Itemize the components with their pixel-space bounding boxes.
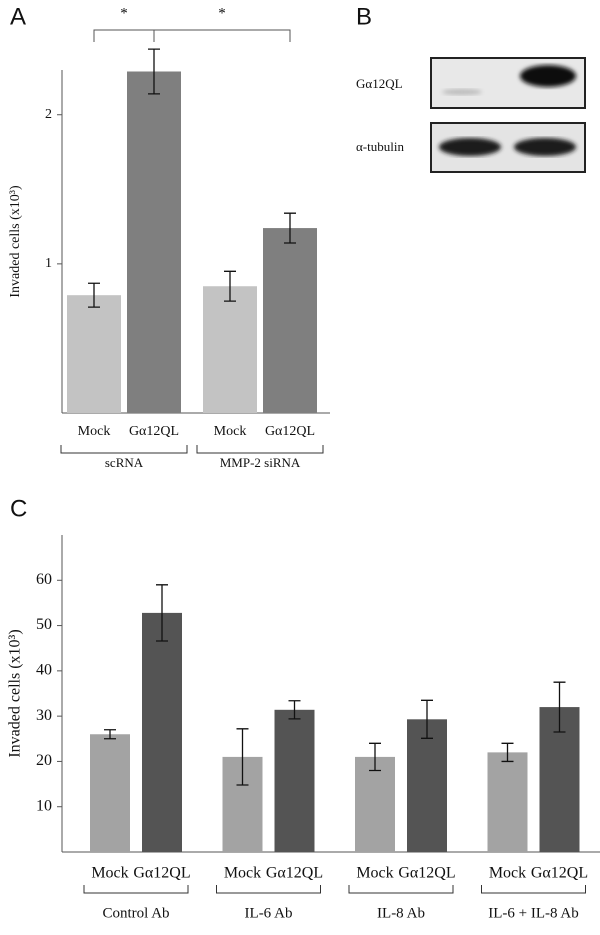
x-tick-label: Mock xyxy=(356,865,393,882)
error-bar xyxy=(553,681,566,733)
x-tick-label: Mock xyxy=(91,865,128,882)
group-label: IL-8 Ab xyxy=(377,905,425,921)
bar xyxy=(274,709,315,852)
significance-label: * xyxy=(218,5,226,21)
x-tick-label: Mock xyxy=(489,865,526,882)
error-bar xyxy=(156,584,168,642)
significance-bracket xyxy=(93,29,155,42)
panel-label: B xyxy=(356,3,372,30)
x-tick-label: Gα12QL xyxy=(398,865,455,882)
error-bar xyxy=(288,700,301,720)
y-axis-label: Invaded cells (x10³) xyxy=(8,185,23,298)
x-tick-label: Gα12QL xyxy=(531,865,588,882)
significance-bracket xyxy=(153,29,291,42)
bar xyxy=(67,295,121,413)
group-bracket xyxy=(60,445,188,454)
y-tick-label: 2 xyxy=(45,107,52,122)
group-label: IL-6 Ab xyxy=(245,905,293,921)
group-label: MMP-2 siRNA xyxy=(220,455,301,470)
group-bracket xyxy=(196,445,324,454)
group-bracket xyxy=(348,885,454,894)
blot-band xyxy=(442,89,482,95)
error-bar xyxy=(88,282,100,308)
group-label: IL-6 + IL-8 Ab xyxy=(488,905,579,921)
error-bar xyxy=(104,729,116,740)
blot-band xyxy=(439,138,501,156)
bar xyxy=(407,719,447,852)
bar xyxy=(487,752,528,852)
error-bar xyxy=(284,212,296,244)
x-tick-label: Gα12QL xyxy=(265,424,315,439)
group-bracket xyxy=(216,885,321,894)
bar xyxy=(263,228,317,413)
bar xyxy=(203,286,257,413)
blot-row-label: Gα12QL xyxy=(356,76,403,91)
y-tick-label: 20 xyxy=(36,752,52,769)
group-bracket xyxy=(481,885,586,894)
bar xyxy=(355,756,395,852)
blot-row-label: α-tubulin xyxy=(356,139,404,154)
error-bar xyxy=(421,699,433,739)
blot-band xyxy=(520,65,576,87)
x-tick-label: Mock xyxy=(224,865,261,882)
y-tick-label: 50 xyxy=(36,616,52,633)
panel-label: A xyxy=(10,3,26,30)
group-bracket xyxy=(83,885,189,894)
bar xyxy=(142,612,182,852)
x-tick-label: Mock xyxy=(78,424,111,439)
y-tick-label: 60 xyxy=(36,571,52,588)
y-axis-label: Invaded cells (x10³) xyxy=(7,629,24,757)
x-tick-label: Gα12QL xyxy=(129,424,179,439)
y-tick-label: 40 xyxy=(36,662,52,679)
panel-label: C xyxy=(10,495,27,522)
blot-band xyxy=(514,138,576,156)
y-tick-label: 30 xyxy=(36,707,52,724)
group-label: Control Ab xyxy=(102,905,169,921)
x-tick-label: Gα12QL xyxy=(266,865,323,882)
y-tick-label: 1 xyxy=(45,256,52,271)
x-tick-label: Mock xyxy=(214,424,247,439)
blot-panel: B Gα12QL α-tubulin xyxy=(356,3,586,173)
significance-label: * xyxy=(120,5,128,21)
group-label: scRNA xyxy=(105,455,144,470)
bar xyxy=(127,71,181,413)
error-bar xyxy=(236,728,249,786)
error-bar xyxy=(501,742,514,763)
error-bar xyxy=(148,48,160,95)
x-tick-label: Gα12QL xyxy=(133,865,190,882)
error-bar xyxy=(224,270,236,302)
error-bar xyxy=(369,742,381,772)
y-tick-label: 10 xyxy=(36,797,52,814)
bar xyxy=(90,734,130,852)
